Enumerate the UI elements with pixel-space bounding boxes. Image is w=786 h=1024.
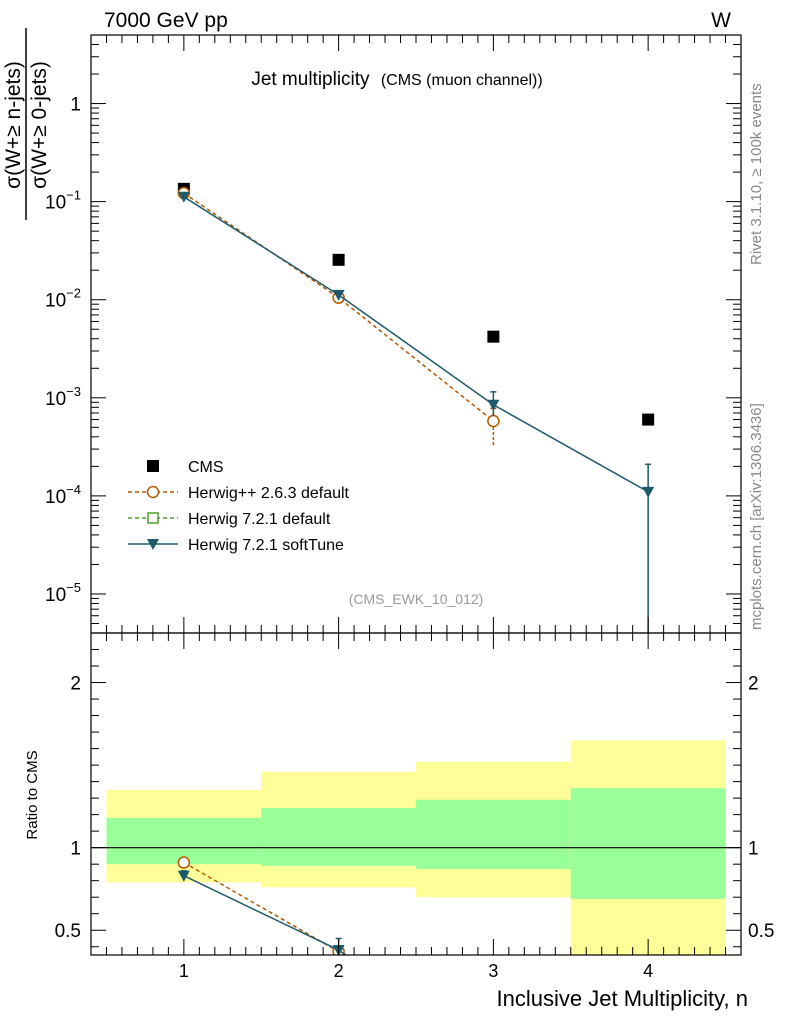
uncertainty-band-stat bbox=[416, 799, 571, 870]
uncertainty-band-stat bbox=[570, 788, 726, 899]
ylabel-numerator: σ(W+≥ n-jets) bbox=[2, 61, 25, 189]
uncertainty-band-stat bbox=[261, 808, 416, 866]
legend-label: Herwig 7.2.1 softTune bbox=[188, 537, 344, 554]
ytick-exponent: −4 bbox=[66, 482, 81, 497]
xlabel: Inclusive Jet Multiplicity, n bbox=[497, 986, 748, 1011]
ytick-exponent: −2 bbox=[66, 286, 81, 301]
ytick-base: 10 bbox=[45, 291, 66, 312]
main-ytick-label: 10−3 bbox=[45, 384, 81, 410]
plot-title: Jet multiplicity (CMS (muon channel)) bbox=[251, 69, 542, 90]
ratio-ylabel: Ratio to CMS bbox=[24, 750, 41, 839]
plot-title-sub: (CMS (muon channel)) bbox=[381, 72, 543, 89]
main-ytick-label: 10−2 bbox=[45, 286, 81, 312]
process-label: W bbox=[711, 9, 731, 32]
ytick-exponent: −3 bbox=[66, 384, 81, 399]
series-line bbox=[183, 196, 649, 493]
legend-label: Herwig 7.2.1 default bbox=[188, 511, 331, 528]
data-point bbox=[147, 512, 159, 524]
rivet-label: Rivet 3.1.10, ≥ 100k events bbox=[748, 83, 765, 265]
mcplots-label: mcplots.cern.ch [arXiv:1306.3436] bbox=[748, 403, 765, 630]
ratio-ytick-label: 2 bbox=[70, 674, 81, 695]
main-ytick-label: 10−1 bbox=[45, 188, 81, 214]
watermark-label: (CMS_EWK_10_012) bbox=[349, 591, 484, 607]
ratio-ytick-label-right: 2 bbox=[748, 674, 759, 695]
main-ytick-label: 1 bbox=[70, 95, 81, 116]
ratio-series-line bbox=[183, 875, 347, 955]
energy-label: 7000 GeV pp bbox=[104, 9, 228, 32]
data-point bbox=[487, 414, 500, 428]
legend: CMS Herwig++ 2.6.3 default Herwig 7.2.1 de… bbox=[128, 459, 350, 554]
data-point bbox=[642, 413, 655, 426]
data-point bbox=[487, 399, 500, 411]
ratio-ytick-label-right: 1 bbox=[748, 839, 759, 860]
data-point bbox=[332, 253, 345, 266]
data-point bbox=[177, 870, 190, 882]
xtick-label: 2 bbox=[334, 961, 344, 981]
ytick-base: 10 bbox=[45, 193, 66, 214]
data-point bbox=[147, 460, 159, 472]
data-point bbox=[642, 486, 655, 498]
data-point bbox=[177, 856, 191, 869]
ylabel-denominator: σ(W+≥ 0-jets) bbox=[28, 61, 51, 189]
data-point bbox=[147, 539, 159, 550]
ratio-ytick-label: 0.5 bbox=[55, 921, 81, 942]
main-ytick-label: 10−5 bbox=[45, 580, 81, 606]
series-line bbox=[183, 192, 494, 422]
main-ytick-label: 10−4 bbox=[45, 482, 81, 508]
ytick-exponent: −1 bbox=[66, 188, 81, 203]
main-ylabel: σ(W+≥ n-jets) σ(W+≥ 0-jets) bbox=[2, 28, 51, 220]
xtick-label: 1 bbox=[179, 961, 189, 981]
legend-label: Herwig++ 2.6.3 default bbox=[188, 485, 350, 502]
xtick-label: 3 bbox=[488, 961, 498, 981]
data-point bbox=[487, 330, 500, 343]
ratio-ytick-label-right: 0.5 bbox=[748, 921, 774, 942]
plot-title-main: Jet multiplicity bbox=[251, 69, 370, 90]
ratio-ytick-label: 1 bbox=[70, 839, 81, 860]
data-point bbox=[332, 289, 345, 301]
ytick-base: 10 bbox=[45, 487, 66, 508]
xtick-label: 4 bbox=[643, 961, 653, 981]
legend-label: CMS bbox=[188, 459, 224, 476]
ytick-base: 10 bbox=[45, 389, 66, 410]
data-point bbox=[177, 191, 190, 203]
data-point bbox=[146, 485, 160, 499]
ytick-base: 10 bbox=[45, 585, 66, 606]
ytick-exponent: −5 bbox=[66, 580, 81, 595]
